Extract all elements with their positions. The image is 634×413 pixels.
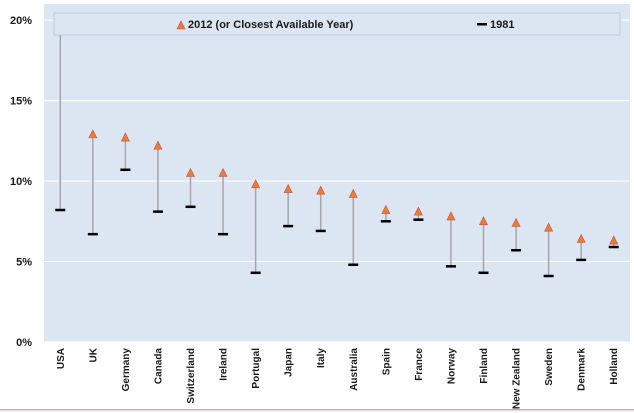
x-category-label: Australia [349,348,360,391]
marker-1981 [87,232,98,236]
marker-2012 [316,185,326,195]
x-category-label: UK [88,347,99,362]
x-category-label: Finland [479,348,490,384]
marker-1981 [120,168,131,172]
legend-triangle-icon [176,20,186,30]
marker-1981 [445,265,456,268]
marker-2012 [544,222,554,232]
legend-label-2012: 2012 (or Closest Available Year) [188,19,354,31]
y-tick-label: 20% [10,15,32,27]
marker-1981 [283,224,294,228]
x-category-label: Spain [381,348,392,375]
marker-1981 [315,229,326,233]
marker-1981 [413,218,424,221]
marker-2012 [446,211,456,221]
marker-2012 [479,216,488,226]
marker-2012 [88,129,98,139]
y-tick-label: 10% [10,176,32,188]
marker-1981 [218,232,229,236]
legend-box [53,12,621,36]
x-category-label: Sweden [544,348,555,386]
marker-2012 [153,140,163,150]
marker-1981 [348,263,359,266]
x-category-label: Germany [121,348,132,392]
marker-2012 [120,132,130,142]
legend: 2012 (or Closest Available Year) 1981 [53,12,621,36]
bottom-rule [0,409,634,411]
x-category-label: France [414,348,425,381]
marker-1981 [250,271,261,275]
y-tick-label: 0% [16,337,32,349]
marker-2012 [218,167,228,177]
marker-2012 [576,233,586,243]
x-category-label: Italy [316,348,327,368]
legend-label-1981: 1981 [490,19,514,31]
x-category-label: Holland [609,348,620,385]
marker-1981 [511,249,522,252]
marker-1981 [380,220,391,223]
x-category-label: Denmark [577,348,588,391]
marker-2012 [609,235,619,245]
x-category-label: Japan [284,348,295,377]
y-tick-label: 15% [10,96,32,108]
marker-1981 [608,245,619,249]
y-tick-label: 5% [16,257,32,269]
plot-area [44,4,630,342]
x-category-label: Norway [446,348,457,385]
marker-2012 [251,179,261,189]
marker-2012 [283,183,293,193]
legend-dash-icon [477,23,487,26]
marker-1981 [478,271,489,275]
x-category-label: New Zealand [512,348,523,409]
x-category-label: Ireland [219,348,230,381]
x-category-label: USA [56,348,67,369]
x-category-label: Switzerland [186,348,197,404]
marker-1981 [185,205,196,209]
x-category-label: Portugal [251,348,262,389]
marker-2012 [348,188,358,198]
marker-1981 [55,208,66,212]
marker-2012 [413,206,423,216]
marker-2012 [381,204,391,214]
marker-2012 [511,217,521,227]
marker-1981 [543,274,554,278]
x-category-label: Canada [153,348,164,385]
marker-2012 [186,167,195,177]
marker-1981 [576,258,587,262]
marker-1981 [152,210,163,213]
